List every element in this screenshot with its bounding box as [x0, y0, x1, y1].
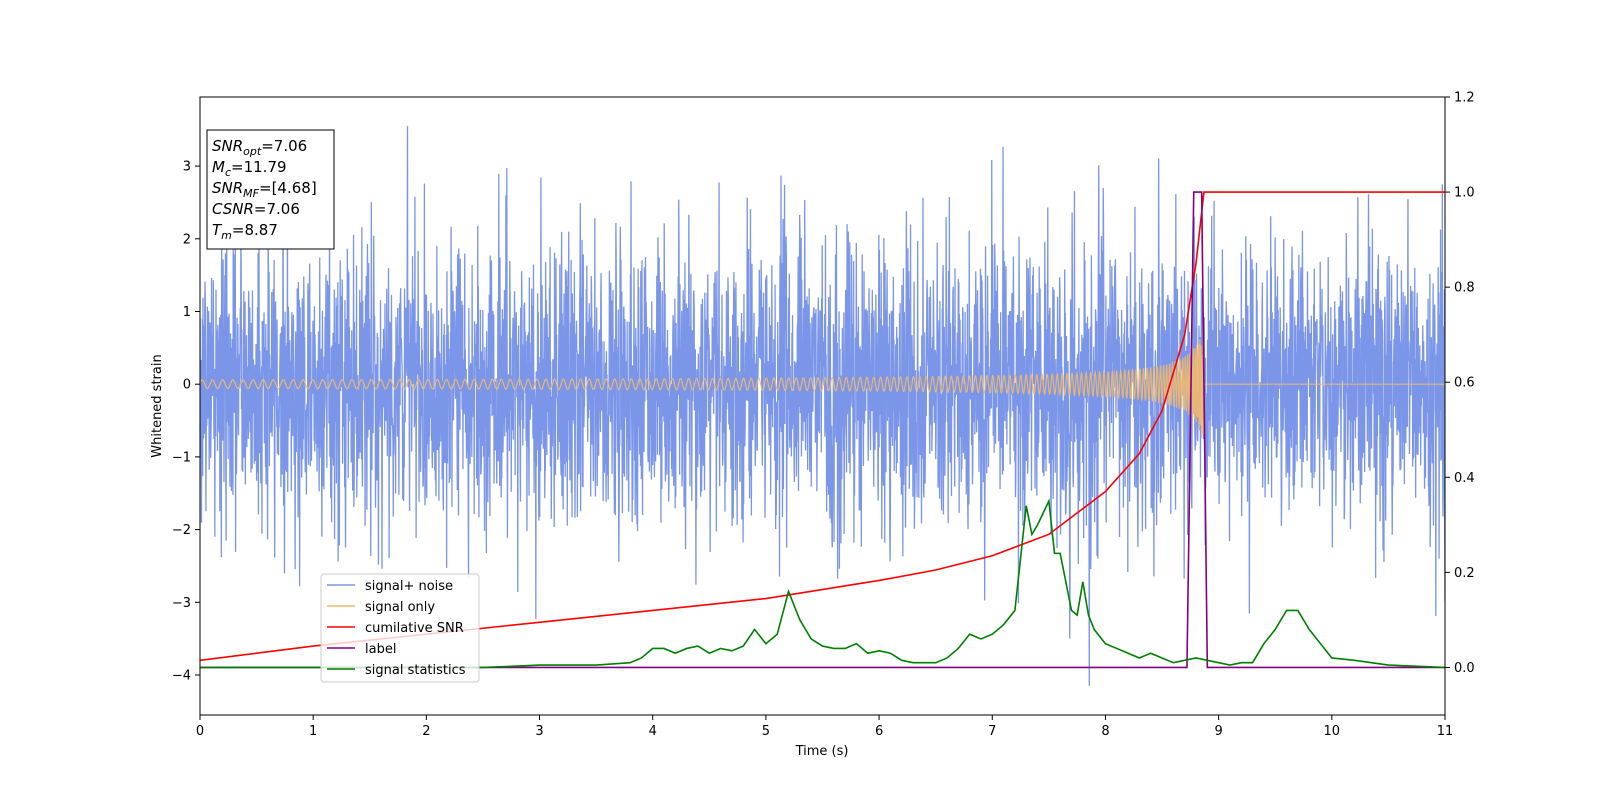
y-axis-title: Whitened strain	[150, 354, 165, 457]
y-tick-label: −1	[172, 450, 191, 465]
legend-frame	[320, 573, 480, 683]
y-tick-label: −3	[172, 596, 191, 611]
axes-layer: 0 1 2 3 4 5 6 7 8 9 10 113210−1−2−3−41.21.00.80.60.…	[172, 91, 1475, 740]
x-axis-title: Time (s)	[795, 744, 849, 759]
info-line: Tm=8.87	[212, 221, 278, 242]
x-tick-label: 11	[1437, 724, 1454, 739]
x-tick-label: 9	[1214, 724, 1222, 739]
series-signal-noise	[200, 126, 1445, 686]
legend-label: signal+ noise	[365, 579, 453, 594]
series-signal-statistics	[200, 498, 1445, 669]
y-tick-label: −4	[172, 669, 191, 684]
x-tick-label: 7	[988, 724, 996, 739]
x-tick-label: 5	[762, 724, 770, 739]
x-tick-label: 2	[422, 724, 430, 739]
y2-tick-label: 0.0	[1454, 661, 1475, 676]
y2-tick-label: 0.8	[1454, 281, 1475, 296]
y-tick-label: 1	[183, 305, 191, 320]
x-tick-label: 8	[1101, 724, 1109, 739]
x-tick-label: 4	[649, 724, 657, 739]
legend-label: cumilative SNR	[365, 621, 464, 636]
x-tick-label: 0	[196, 724, 204, 739]
y2-tick-label: 0.4	[1454, 471, 1475, 486]
y-tick-label: 2	[183, 232, 191, 247]
y2-tick-label: 1.0	[1454, 186, 1475, 201]
info-line: SNRopt=7.06	[212, 137, 307, 158]
legend-label: signal statistics	[365, 663, 466, 678]
legend-label: label	[365, 642, 396, 657]
y2-tick-label: 0.6	[1454, 376, 1475, 391]
plot-frame	[199, 96, 1446, 716]
series-label	[200, 191, 1445, 669]
legend: signal+ noise signal only cumilative SNR la…	[320, 573, 480, 683]
y-tick-label: 3	[183, 160, 191, 175]
info-box-frame	[206, 129, 335, 250]
series-signal-only	[200, 325, 1445, 438]
info-line: CSNR=7.06	[212, 200, 300, 218]
x-tick-label: 3	[535, 724, 543, 739]
legend-label: signal only	[365, 600, 435, 615]
info-box: SNRopt=7.06Mc=11.79SNRMF=[4.68]CSNR=7.06…	[206, 129, 335, 250]
x-tick-label: 6	[875, 724, 883, 739]
y-tick-label: 0	[183, 378, 191, 393]
x-tick-label: 1	[309, 724, 317, 739]
x-tick-label: 10	[1324, 724, 1341, 739]
y-tick-label: −2	[172, 523, 191, 538]
info-line: SNRMF=[4.68]	[212, 179, 317, 200]
info-line: Mc=11.79	[212, 158, 287, 179]
y2-tick-label: 1.2	[1454, 91, 1475, 106]
y2-tick-label: 0.2	[1454, 566, 1475, 581]
